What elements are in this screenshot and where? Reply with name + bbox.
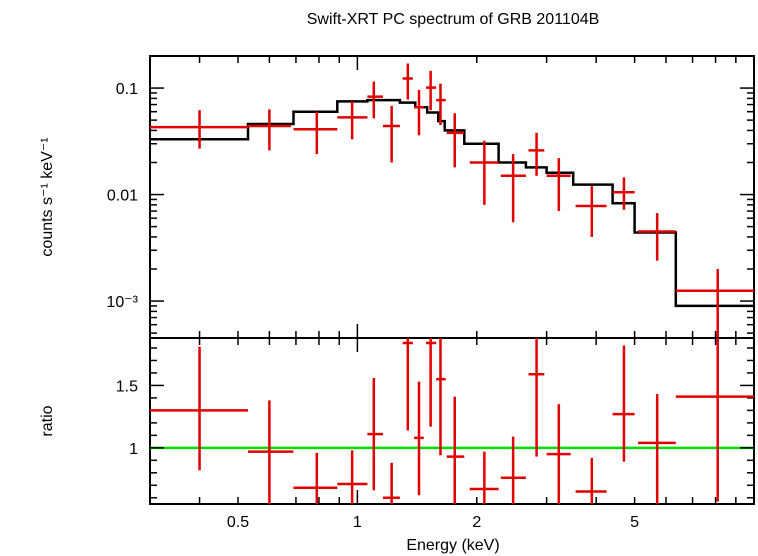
data-point (528, 338, 545, 457)
data-point (367, 377, 383, 491)
data-point (575, 186, 607, 237)
data-point (337, 101, 368, 140)
x-axis-label: Energy (keV) (406, 537, 499, 554)
y-tick-label: 10⁻³ (106, 294, 138, 311)
data-point (436, 338, 446, 456)
data-point (337, 450, 368, 504)
data-point (293, 111, 338, 155)
y-tick-label: 1 (129, 441, 138, 458)
data-point (436, 83, 446, 125)
data-point (402, 63, 413, 100)
data-point (546, 404, 571, 504)
data-point (612, 345, 635, 462)
x-tick-label: 1 (353, 514, 362, 531)
spectrum-y-axis-label: counts s⁻¹ keV⁻¹ (39, 137, 56, 256)
data-point (675, 269, 754, 338)
x-tick-label: 2 (472, 514, 481, 531)
data-point (150, 346, 249, 471)
data-point (528, 132, 545, 176)
data-point (382, 105, 400, 163)
y-tick-label: 1.5 (116, 378, 138, 395)
data-point (575, 457, 607, 504)
spectrum-axis-ticks (149, 55, 755, 338)
x-tick-label: 5 (630, 514, 639, 531)
data-point (638, 213, 676, 261)
ratio-y-axis-label: ratio (39, 405, 56, 436)
spectrum-y-tick-labels: 0.1 0.01 10⁻³ (106, 81, 138, 311)
x-tick-label: 0.5 (227, 514, 249, 531)
data-point (500, 154, 526, 223)
data-point (382, 462, 400, 504)
data-point (469, 140, 499, 205)
data-point (402, 338, 413, 431)
data-point (248, 400, 294, 504)
ratio-data-points (150, 338, 754, 504)
ratio-panel: 11.5 0.5 1 2 5 ratio Energy (keV) (39, 337, 755, 554)
x-tick-labels: 0.5 1 2 5 (227, 514, 639, 531)
spectrum-data-points (150, 63, 754, 338)
y-tick-label: 0.1 (116, 81, 138, 98)
ratio-axis-ticks (149, 338, 755, 504)
data-point (638, 394, 676, 504)
data-point (675, 338, 754, 502)
ratio-y-tick-labels: 11.5 (116, 378, 138, 457)
chart-title: Swift-XRT PC spectrum of GRB 201104B (307, 11, 600, 28)
data-point (469, 451, 499, 504)
data-point (414, 381, 424, 496)
data-point (426, 70, 437, 111)
y-tick-label: 0.01 (107, 188, 138, 205)
data-point (150, 110, 249, 149)
data-point (248, 109, 291, 151)
data-point (293, 452, 338, 504)
data-point (446, 113, 465, 168)
data-point (612, 177, 635, 210)
data-point (367, 81, 383, 119)
data-point (446, 396, 465, 504)
ratio-panel-frame (149, 337, 755, 505)
data-point (546, 158, 571, 212)
model-curve (150, 98, 754, 308)
data-point (414, 89, 424, 136)
model-step-line (150, 98, 754, 308)
data-point (426, 338, 437, 427)
data-point (500, 436, 526, 504)
